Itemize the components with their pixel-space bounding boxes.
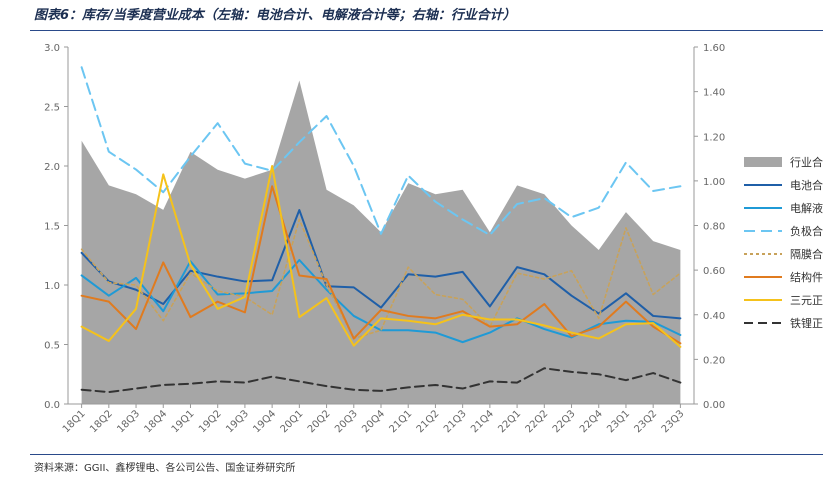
y-left-tick-label: 1.5 <box>44 222 60 233</box>
x-tick-label: 21Q2 <box>415 408 442 435</box>
series-line-电池合计 <box>80 209 682 320</box>
x-tick-label: 18Q2 <box>88 408 115 435</box>
y-left-tick-label: 0.0 <box>44 400 60 411</box>
x-tick-label: 21Q1 <box>387 408 414 435</box>
footer-divider <box>30 454 823 455</box>
x-tick-label: 23Q1 <box>605 408 632 435</box>
lines-layer <box>80 66 682 394</box>
x-tick-label: 21Q3 <box>442 408 469 435</box>
series-line-隔膜合计 <box>80 218 682 340</box>
y-right-tick-label: 1.00 <box>703 177 725 188</box>
x-tick-label: 19Q4 <box>251 408 278 435</box>
y-left-tick-label: 0.5 <box>44 341 60 352</box>
legend-label: 铁锂正极合计 <box>790 316 823 330</box>
y-left-tick-label: 3.0 <box>44 43 60 54</box>
legend-label: 电池合计 <box>790 178 823 192</box>
x-tick-label: 20Q2 <box>306 408 333 435</box>
series-line-三元正极合计 <box>80 165 682 348</box>
x-tick-label: 18Q1 <box>61 408 88 435</box>
x-tick-label: 20Q1 <box>279 408 306 435</box>
x-tick-label: 19Q2 <box>197 408 224 435</box>
y-left-tick-label: 2.0 <box>44 162 60 173</box>
legend: 行业合计电池合计电解液合计负极合计隔膜合计结构件合计三元正极合计铁锂正极合计 <box>744 155 823 330</box>
x-tick-label: 20Q4 <box>360 408 387 435</box>
y-right-tick-label: 0.20 <box>703 355 725 366</box>
legend-swatch <box>744 157 782 167</box>
legend-label: 行业合计 <box>790 155 823 169</box>
legend-label: 隔膜合计 <box>790 247 823 261</box>
area-layer <box>81 80 681 404</box>
source-note: 资料来源：GGII、鑫椤锂电、各公司公告、国金证券研究所 <box>34 463 296 474</box>
x-tick-label: 22Q1 <box>496 408 523 435</box>
title-divider <box>30 30 823 31</box>
y-right-tick-label: 0.00 <box>703 400 725 411</box>
y-right-tick-label: 0.80 <box>703 222 725 233</box>
series-line-负极合计 <box>80 66 682 237</box>
legend-label: 结构件合计 <box>790 270 823 284</box>
x-tick-label: 19Q1 <box>170 408 197 435</box>
series-area-行业合计 <box>81 80 681 404</box>
y-left-tick-label: 1.0 <box>44 281 60 292</box>
x-tick-label: 21Q4 <box>469 408 496 435</box>
x-tick-label: 18Q4 <box>143 408 170 435</box>
series-line-铁锂正极合计 <box>80 367 682 394</box>
y-right-tick-label: 0.60 <box>703 266 725 277</box>
x-tick-label: 20Q3 <box>333 408 360 435</box>
x-tick-label: 19Q3 <box>224 408 251 435</box>
x-tick-label: 23Q2 <box>632 408 659 435</box>
y-right-tick-label: 1.60 <box>703 43 725 54</box>
x-tick-label: 22Q2 <box>524 408 551 435</box>
series-line-结构件合计 <box>80 185 682 345</box>
legend-label: 电解液合计 <box>790 201 823 215</box>
y-right-tick-label: 1.40 <box>703 88 725 99</box>
y-left-tick-label: 2.5 <box>44 103 60 114</box>
legend-label: 三元正极合计 <box>790 293 823 307</box>
x-tick-label: 22Q3 <box>551 408 578 435</box>
legend-label: 负极合计 <box>790 224 823 238</box>
y-right-tick-label: 1.20 <box>703 132 725 143</box>
y-right-tick-label: 0.40 <box>703 311 725 322</box>
chart-title: 图表6：库存/当季度营业成本（左轴：电池合计、电解液合计等；右轴：行业合计） <box>34 8 516 23</box>
x-tick-label: 18Q3 <box>115 408 142 435</box>
x-tick-label: 23Q3 <box>660 408 687 435</box>
x-tick-label: 22Q4 <box>578 408 605 435</box>
